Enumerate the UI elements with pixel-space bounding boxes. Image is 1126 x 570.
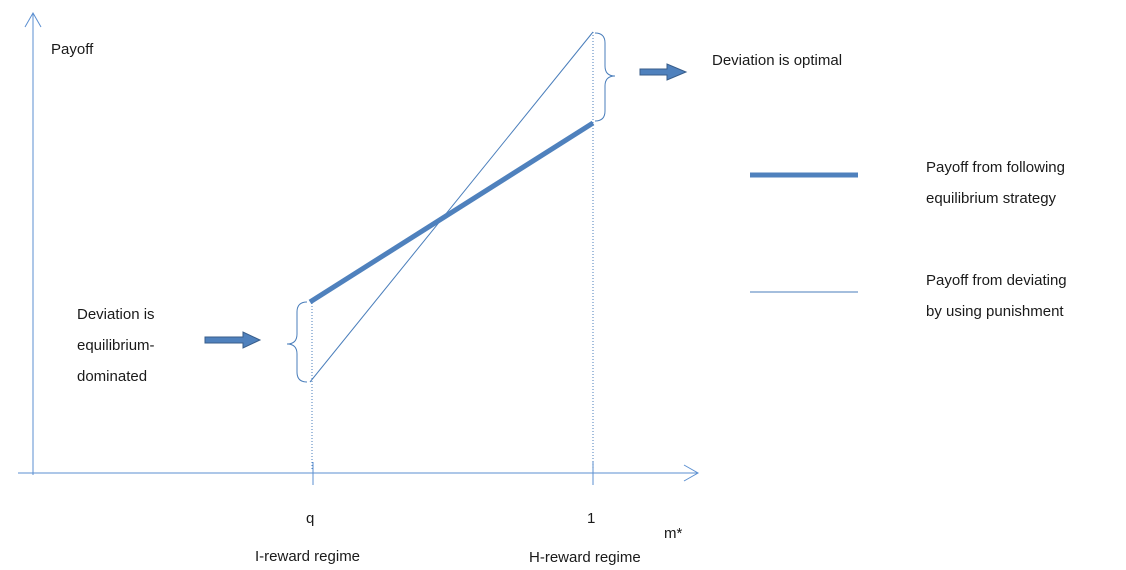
brace-right — [594, 32, 616, 122]
annotation-deviation-dominated: Deviation is equilibrium- dominated — [77, 302, 155, 389]
arrow-deviation-dominated-icon — [204, 331, 262, 349]
tick-label-one: 1 — [587, 510, 596, 527]
x-axis-arrowhead — [683, 464, 700, 482]
legend-equilibrium-text: Payoff from following equilibrium strate… — [926, 155, 1065, 211]
annotation-line: dominated — [77, 368, 148, 385]
regime-label-right: H-reward regime — [529, 549, 641, 566]
y-axis-arrowhead — [24, 11, 42, 28]
tick-label-q: q — [306, 510, 315, 527]
annotation-line: equilibrium- — [77, 337, 155, 354]
legend-deviating-text: Payoff from deviating by using punishmen… — [926, 268, 1067, 324]
annotation-line: Deviation is — [77, 306, 155, 323]
brace-left — [286, 301, 308, 383]
arrow-deviation-optimal-icon — [639, 63, 688, 81]
legend-line: Payoff from deviating — [926, 272, 1067, 289]
legend-line: Payoff from following — [926, 159, 1065, 176]
legend-line: by using punishment — [926, 303, 1064, 320]
regime-label-left: I-reward regime — [255, 548, 361, 565]
annotation-deviation-optimal: Deviation is optimal — [712, 52, 843, 69]
deviation-payoff-line — [309, 31, 594, 383]
equilibrium-payoff-line — [308, 120, 595, 305]
y-axis-label: Payoff — [51, 41, 94, 58]
x-axis-label: m* — [664, 525, 683, 542]
legend-line: equilibrium strategy — [926, 190, 1057, 207]
